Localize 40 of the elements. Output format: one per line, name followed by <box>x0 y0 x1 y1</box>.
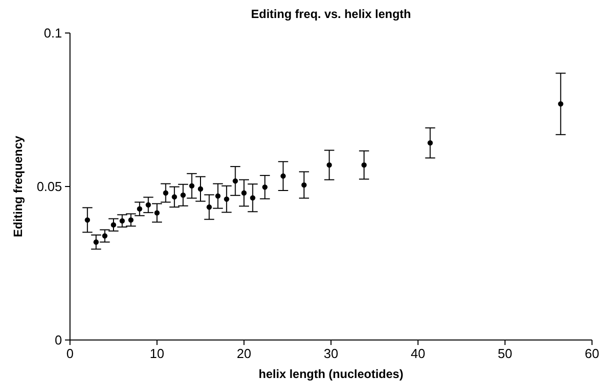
point <box>326 162 332 168</box>
point <box>189 183 194 189</box>
point <box>301 182 307 188</box>
x-tick-label: 0 <box>66 346 74 361</box>
point <box>163 190 168 196</box>
point <box>215 193 221 199</box>
point <box>361 162 367 168</box>
point <box>241 190 247 196</box>
point <box>110 222 116 228</box>
point <box>154 210 160 216</box>
point <box>180 192 186 198</box>
y-axis-title: Editing frequency <box>11 136 25 238</box>
x-tick-label: 20 <box>236 346 252 361</box>
point <box>232 178 238 184</box>
point <box>280 173 286 179</box>
x-tick-label: 10 <box>150 346 164 361</box>
point <box>262 184 268 190</box>
y-tick-label: 0 <box>54 332 62 348</box>
point <box>120 218 125 224</box>
x-tick-label: 60 <box>584 346 600 361</box>
x-tick-label: 30 <box>324 346 338 361</box>
point <box>428 140 433 146</box>
y-tick-label: 0.1 <box>44 26 62 40</box>
point <box>146 202 151 208</box>
x-axis-title: helix length (nucleotides) <box>258 367 404 381</box>
point <box>172 194 178 200</box>
point <box>128 217 134 223</box>
point <box>250 195 256 200</box>
point <box>206 204 212 210</box>
chart-title: Editing freq. vs. helix length <box>250 7 412 21</box>
point <box>224 196 230 202</box>
y-tick-label: 0.05 <box>36 179 62 194</box>
point <box>558 101 564 107</box>
point <box>93 239 99 245</box>
point <box>198 186 204 192</box>
x-tick-label: 40 <box>410 346 426 361</box>
point <box>102 233 108 239</box>
point <box>84 217 90 223</box>
x-tick-label: 50 <box>498 346 512 361</box>
point <box>136 206 142 212</box>
